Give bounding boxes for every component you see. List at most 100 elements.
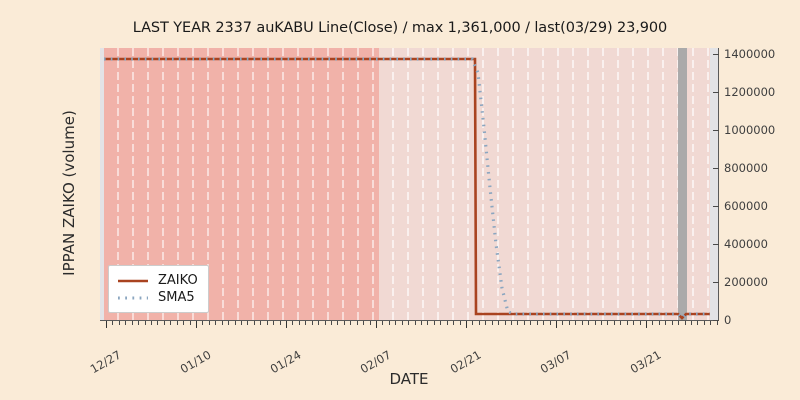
x-minor-tick — [280, 321, 281, 325]
x-minor-tick — [511, 321, 512, 325]
x-minor-tick — [357, 321, 358, 325]
legend-line-icon-zaiko — [117, 275, 149, 287]
y-tick-mark — [713, 282, 719, 284]
x-tick-mark — [196, 321, 198, 328]
y-axis-spine — [718, 48, 719, 320]
x-minor-tick — [344, 321, 345, 325]
x-tick-mark — [106, 321, 108, 328]
x-minor-tick — [607, 321, 608, 325]
y-tick-mark — [713, 54, 719, 56]
x-minor-tick — [472, 321, 473, 325]
legend: ZAIKO SMA5 — [108, 265, 209, 313]
x-minor-tick — [363, 321, 364, 325]
x-minor-tick — [235, 321, 236, 325]
x-minor-tick — [460, 321, 461, 325]
x-minor-tick — [337, 321, 338, 325]
x-minor-tick — [177, 321, 178, 325]
y-tick-mark — [713, 244, 719, 246]
legend-label-zaiko: ZAIKO — [158, 273, 198, 288]
x-minor-tick — [704, 321, 705, 325]
x-minor-tick — [479, 321, 480, 325]
x-minor-tick — [575, 321, 576, 325]
x-minor-tick — [331, 321, 332, 325]
x-minor-tick — [659, 321, 660, 325]
x-minor-tick — [325, 321, 326, 325]
x-minor-tick — [132, 321, 133, 325]
x-minor-tick — [614, 321, 615, 325]
y-tick-mark — [713, 92, 719, 94]
x-minor-tick — [209, 321, 210, 325]
x-minor-tick — [530, 321, 531, 325]
x-minor-tick — [389, 321, 390, 325]
x-minor-tick — [550, 321, 551, 325]
legend-label-sma5: SMA5 — [158, 290, 195, 305]
x-minor-tick — [138, 321, 139, 325]
x-minor-tick — [440, 321, 441, 325]
y-tick-label: 400000 — [724, 237, 768, 251]
x-tick-mark — [466, 321, 468, 328]
x-minor-tick — [395, 321, 396, 325]
x-minor-tick — [447, 321, 448, 325]
page-title: LAST YEAR 2337 auKABU Line(Close) / max … — [132, 20, 668, 36]
x-minor-tick — [652, 321, 653, 325]
series-line-sma5 — [104, 57, 710, 320]
x-minor-tick — [601, 321, 602, 325]
x-minor-tick — [569, 321, 570, 325]
x-minor-tick — [505, 321, 506, 325]
x-minor-tick — [292, 321, 293, 325]
x-minor-tick — [710, 321, 711, 325]
y-tick-label: 600000 — [724, 199, 768, 213]
x-minor-tick — [267, 321, 268, 325]
axvspan-event-marker-band — [678, 48, 687, 320]
axvspan-low-inventory-region — [379, 48, 710, 320]
x-minor-tick — [498, 321, 499, 325]
x-minor-tick — [434, 321, 435, 325]
x-minor-tick — [222, 321, 223, 325]
x-minor-tick — [202, 321, 203, 325]
x-axis-spine — [100, 320, 719, 321]
x-minor-tick — [145, 321, 146, 325]
x-tick-mark — [376, 321, 378, 328]
x-minor-tick — [633, 321, 634, 325]
x-tick-mark — [556, 321, 558, 328]
x-minor-tick — [164, 321, 165, 325]
x-minor-tick — [157, 321, 158, 325]
x-minor-tick — [582, 321, 583, 325]
x-minor-tick — [190, 321, 191, 325]
x-minor-tick — [620, 321, 621, 325]
plot-area — [100, 48, 718, 320]
y-tick-mark — [713, 320, 719, 322]
y-tick-label: 800000 — [724, 161, 768, 175]
x-minor-tick — [318, 321, 319, 325]
x-minor-tick — [228, 321, 229, 325]
x-tick-mark — [646, 321, 648, 328]
x-minor-tick — [562, 321, 563, 325]
x-minor-tick — [241, 321, 242, 325]
x-minor-tick — [112, 321, 113, 325]
x-minor-tick — [119, 321, 120, 325]
x-minor-tick — [588, 321, 589, 325]
x-minor-tick — [125, 321, 126, 325]
x-minor-tick — [247, 321, 248, 325]
y-tick-label: 1400000 — [724, 47, 776, 61]
x-minor-tick — [717, 321, 718, 325]
x-minor-tick — [685, 321, 686, 325]
x-minor-tick — [170, 321, 171, 325]
y-tick-label: 0 — [724, 313, 732, 327]
x-minor-tick — [415, 321, 416, 325]
x-minor-tick — [485, 321, 486, 325]
y-tick-label: 200000 — [724, 275, 768, 289]
x-minor-tick — [453, 321, 454, 325]
x-minor-tick — [640, 321, 641, 325]
legend-item-sma5: SMA5 — [117, 289, 198, 306]
x-minor-tick — [215, 321, 216, 325]
series-layer — [104, 57, 710, 320]
x-minor-tick — [350, 321, 351, 325]
x-minor-tick — [421, 321, 422, 325]
x-minor-tick — [370, 321, 371, 325]
x-minor-tick — [492, 321, 493, 325]
x-minor-tick — [260, 321, 261, 325]
y-tick-label: 1200000 — [724, 85, 776, 99]
x-minor-tick — [408, 321, 409, 325]
y-tick-label: 1000000 — [724, 123, 776, 137]
